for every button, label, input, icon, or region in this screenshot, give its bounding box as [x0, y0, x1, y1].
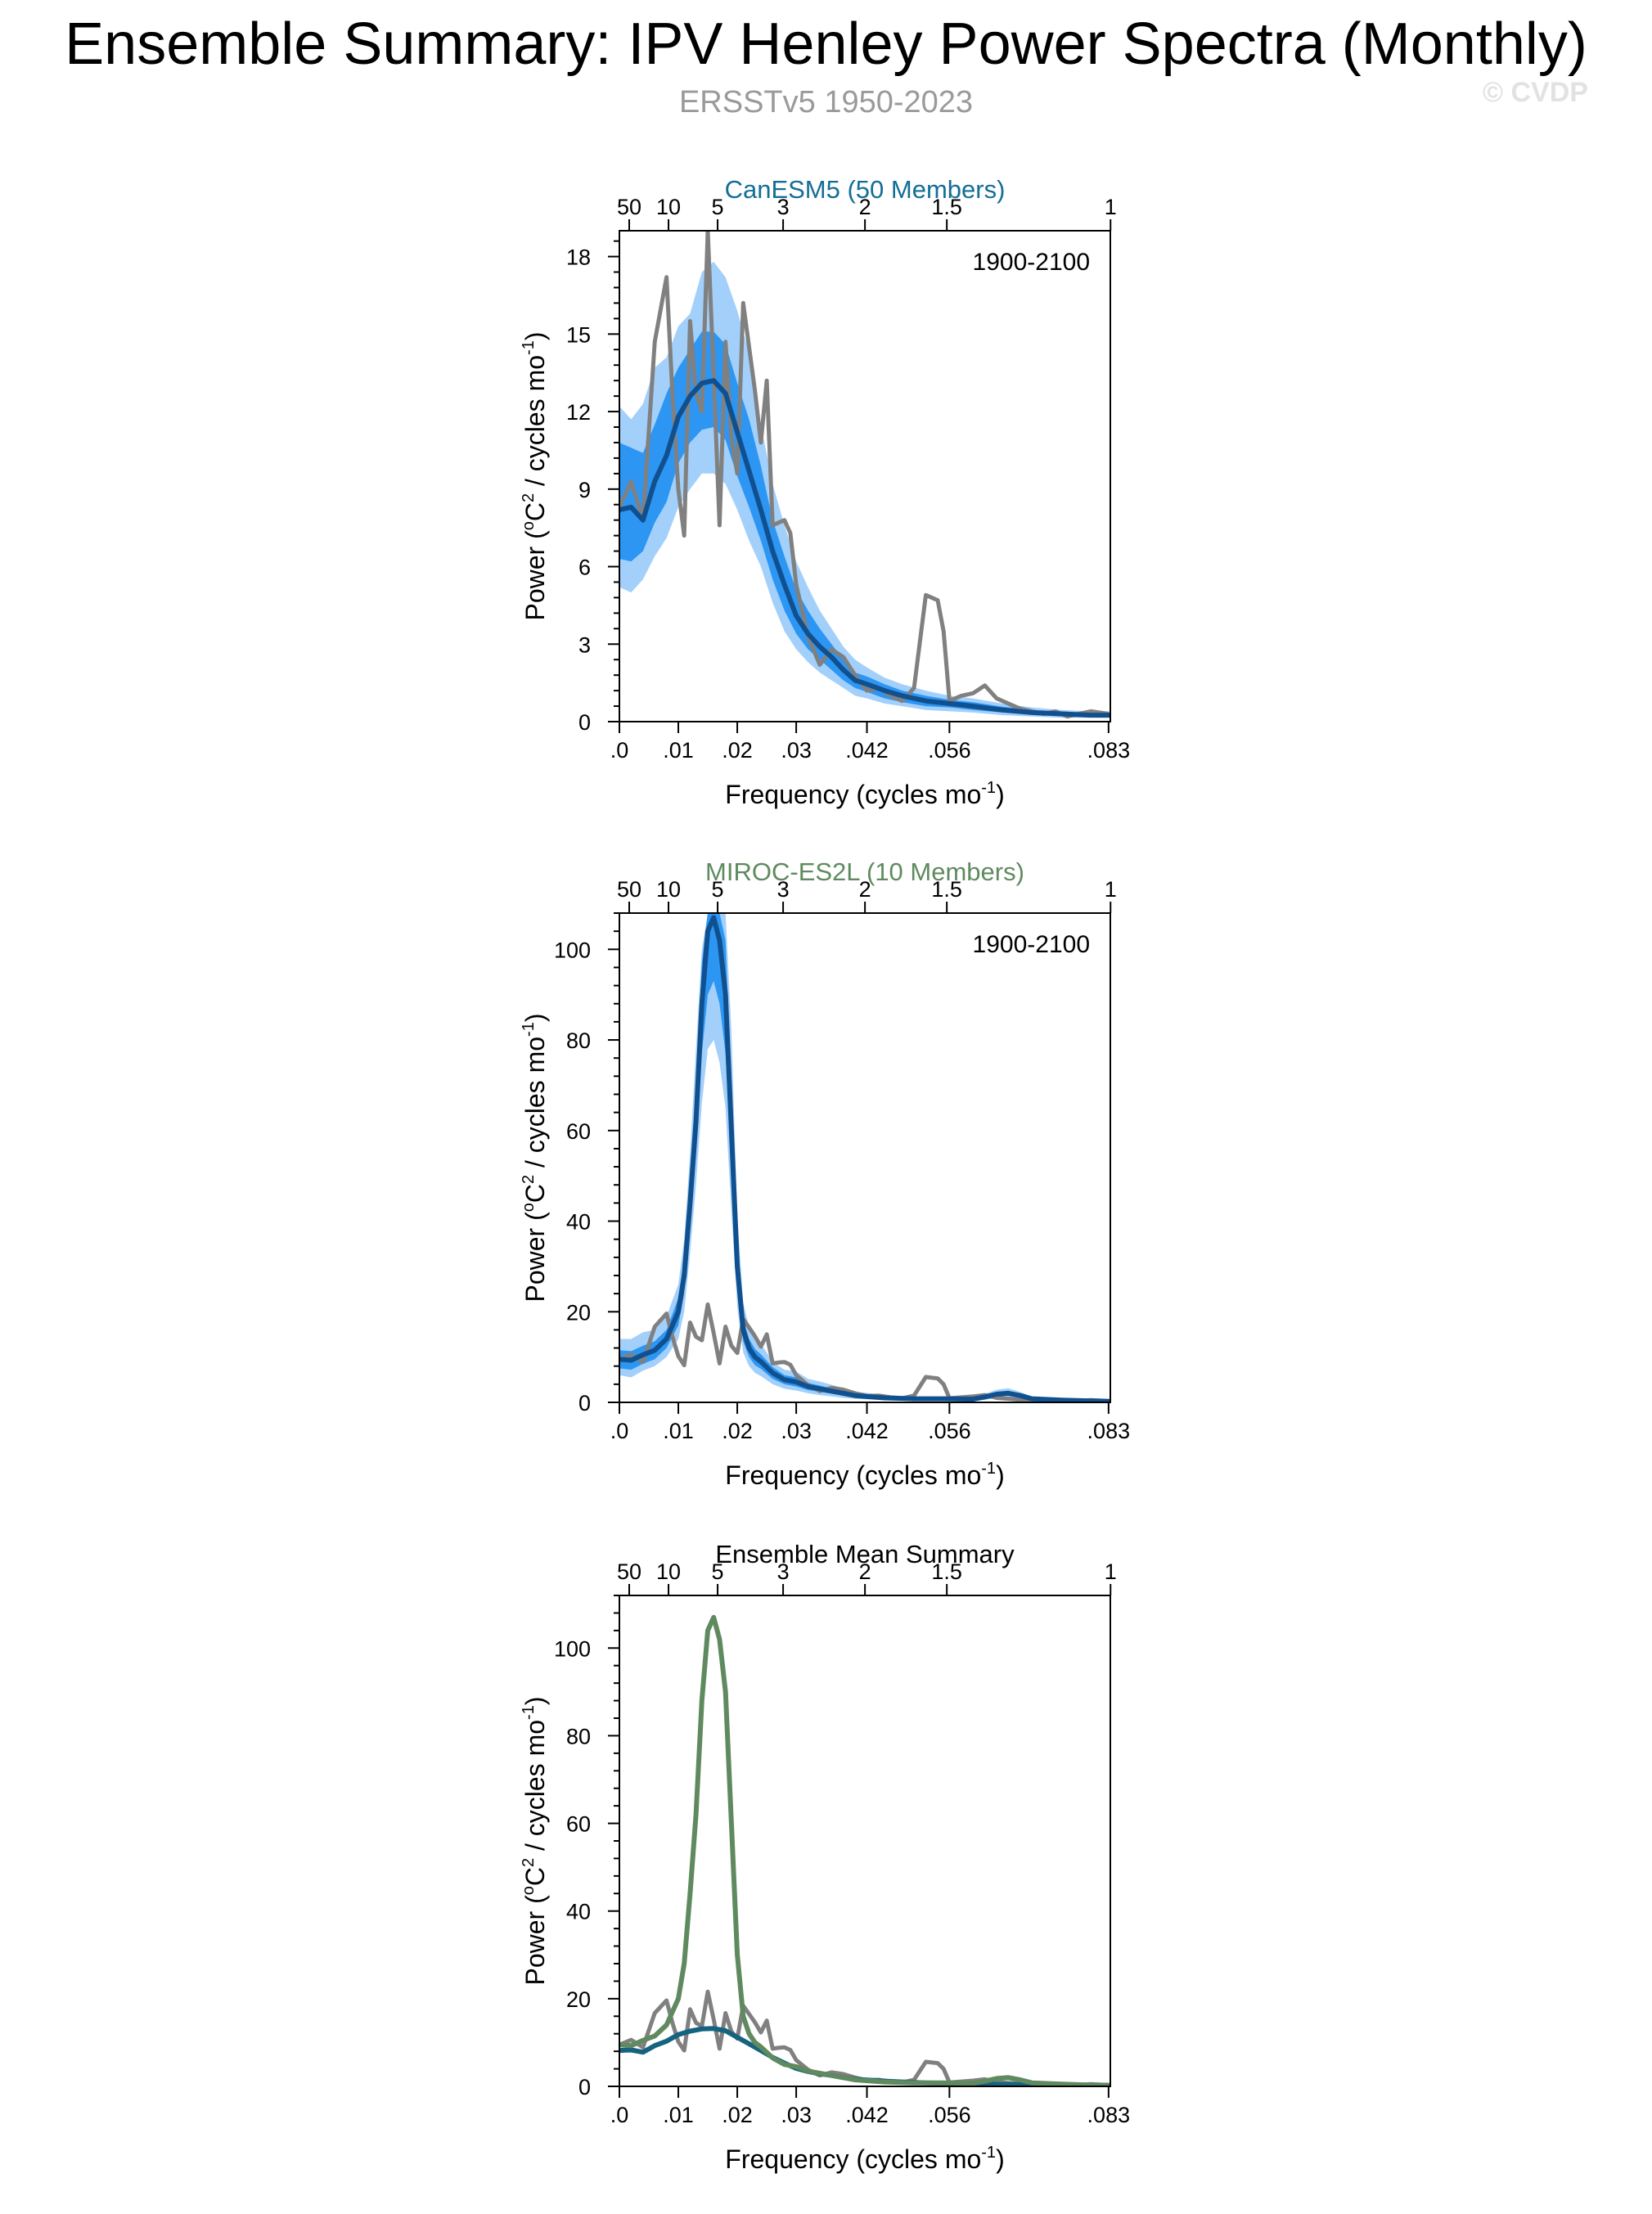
- observation-line: [619, 231, 1110, 719]
- period-tick-label: 5: [712, 1559, 724, 1584]
- period-tick-label: 1: [1105, 195, 1117, 219]
- period-tick-label: 10: [656, 195, 681, 219]
- y-tick-label: 20: [566, 1300, 591, 1325]
- page-title: Ensemble Summary: IPV Henley Power Spect…: [65, 11, 1587, 77]
- x-tick-label: .056: [928, 738, 971, 763]
- period-tick-label: 1: [1105, 1559, 1117, 1584]
- period-tick-label: 3: [777, 195, 790, 219]
- period-tick-label: 3: [777, 877, 790, 902]
- x-tick-label: .02: [722, 738, 753, 763]
- x-tick-label: .01: [663, 2103, 694, 2127]
- chart-title-miroc-es2l: MIROC-ES2L (10 Members): [705, 857, 1024, 886]
- y-tick-label: 60: [566, 1119, 591, 1144]
- y-tick-label: 9: [578, 478, 591, 502]
- x-tick-label: .042: [845, 738, 889, 763]
- x-tick-label: .0: [610, 738, 629, 763]
- ensemble-mean-line: [619, 378, 1110, 718]
- period-tick-label: 5: [712, 195, 724, 219]
- x-tick-label: .03: [781, 738, 812, 763]
- period-tick-label: 50: [617, 195, 641, 219]
- chart-title-ensemble-summary: Ensemble Mean Summary: [715, 1540, 1015, 1568]
- x-tick-label: .056: [928, 2103, 971, 2127]
- y-tick-label: 15: [566, 322, 591, 347]
- y-axis-label: Power (oC2 / cycles mo-1): [520, 332, 550, 621]
- y-axis-label: Power (oC2 / cycles mo-1): [520, 1697, 550, 1986]
- period-tick-label: 3: [777, 1559, 790, 1584]
- ensemble-mean-line: [619, 915, 1110, 1402]
- y-tick-label: 80: [566, 1724, 591, 1748]
- period-tick-label: 50: [617, 877, 641, 902]
- period-tick-label: 5: [712, 877, 724, 902]
- y-tick-label: 60: [566, 1812, 591, 1837]
- x-tick-label: .02: [722, 2103, 753, 2127]
- period-tick-label: 1.5: [931, 195, 962, 219]
- period-tick-label: 1.5: [931, 1559, 962, 1584]
- x-tick-label: .083: [1087, 738, 1131, 763]
- watermark: © CVDP: [1483, 77, 1588, 108]
- plot-area: [619, 1614, 1110, 2086]
- y-tick-label: 0: [578, 1391, 591, 1415]
- x-axis-label: Frequency (cycles mo-1): [725, 1460, 1004, 1490]
- miroc-es2l-mean-line: [619, 1614, 1110, 2086]
- period-tick-label: 1: [1105, 877, 1117, 902]
- x-tick-label: .056: [928, 1419, 971, 1443]
- chart-panel-canesm5: CanESM5 (50 Members)0369121518.0.01.02.0…: [520, 175, 1131, 809]
- x-tick-label: .01: [663, 1419, 694, 1443]
- period-tick-label: 2: [859, 195, 871, 219]
- x-tick-label: .0: [610, 2103, 629, 2127]
- y-tick-label: 6: [578, 556, 591, 580]
- x-tick-label: .0: [610, 1419, 629, 1443]
- period-tick-label: 10: [656, 1559, 681, 1584]
- y-tick-label: 12: [566, 400, 591, 425]
- observation-line: [619, 1302, 1109, 1402]
- y-tick-label: 40: [566, 1210, 591, 1235]
- plot-area: [619, 913, 1110, 1402]
- chart-panel-ensemble-summary: Ensemble Mean Summary 0 20 40 60 80 100 .0 .01 .0…: [520, 1540, 1131, 2174]
- y-tick-label: 20: [566, 1987, 591, 2012]
- period-tick-label: 2: [859, 877, 871, 902]
- period-tick-label: 1.5: [931, 877, 962, 902]
- y-tick-label: 100: [554, 1636, 591, 1661]
- period-label: 1900-2100: [973, 249, 1090, 276]
- x-tick-label: .042: [845, 2103, 889, 2127]
- period-tick-label: 10: [656, 877, 681, 902]
- spread-band-inner: [619, 331, 1110, 717]
- period-tick-label: 50: [617, 1559, 641, 1584]
- page-subtitle: ERSSTv5 1950-2023: [678, 85, 974, 119]
- x-axis-label: Frequency (cycles mo-1): [725, 2144, 1004, 2174]
- y-tick-label: 3: [578, 632, 591, 657]
- x-tick-label: .01: [663, 738, 694, 763]
- y-axis-label: Power (oC2 / cycles mo-1): [520, 1014, 550, 1303]
- y-tick-label: 40: [566, 1900, 591, 1924]
- x-tick-label: .083: [1087, 2103, 1131, 2127]
- x-tick-label: .03: [781, 1419, 812, 1443]
- canesm5-mean-line: [619, 2026, 1110, 2086]
- y-tick-label: 80: [566, 1028, 591, 1053]
- spread-band-outer: [619, 261, 1110, 718]
- spread-band-outer: [619, 913, 1110, 1402]
- chart-panel-miroc-es2l: MIROC-ES2L (10 Members) 0 20 40 60 80 100 .0 .01…: [520, 857, 1131, 1490]
- y-tick-label: 0: [578, 2075, 591, 2099]
- x-tick-label: .02: [722, 1419, 753, 1443]
- observation-line: [619, 1989, 1109, 2086]
- period-label: 1900-2100: [973, 931, 1090, 958]
- x-tick-label: .083: [1087, 1419, 1131, 1443]
- y-tick-label: 18: [566, 245, 591, 270]
- x-tick-label: .03: [781, 2103, 812, 2127]
- x-axis-label: Frequency (cycles mo-1): [725, 779, 1004, 809]
- chart-title-canesm5: CanESM5 (50 Members): [725, 175, 1006, 204]
- y-tick-label: 0: [578, 710, 591, 735]
- period-tick-label: 2: [859, 1559, 871, 1584]
- plot-area: [619, 231, 1110, 719]
- x-tick-label: .042: [845, 1419, 889, 1443]
- y-tick-label: 100: [554, 938, 591, 962]
